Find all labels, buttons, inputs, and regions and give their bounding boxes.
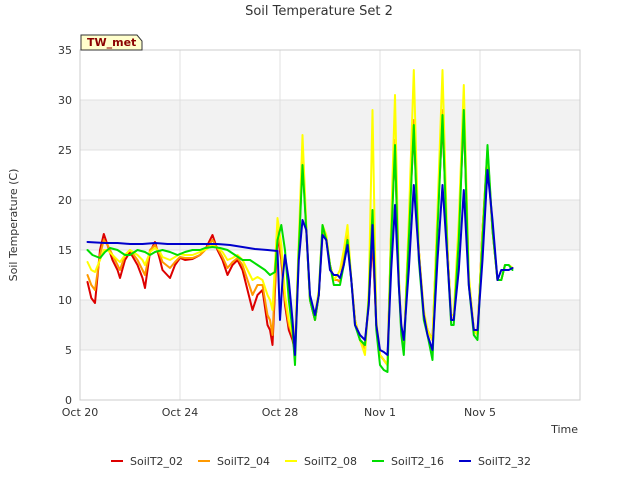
- plot-band: [80, 100, 580, 150]
- x-tick-label: Oct 28: [262, 406, 299, 419]
- y-axis-label: Soil Temperature (C): [7, 169, 20, 282]
- legend-label: SoilT2_16: [391, 455, 444, 468]
- legend: SoilT2_02 SoilT2_04 SoilT2_08 SoilT2_16 Soil…: [111, 455, 531, 468]
- x-tick-label: Nov 1: [364, 406, 396, 419]
- site-label-badge: TW_met: [80, 34, 143, 51]
- y-tick-label: 35: [58, 44, 72, 57]
- legend-label: SoilT2_08: [304, 455, 357, 468]
- site-label-text: TW_met: [87, 36, 136, 49]
- plot-band: [80, 300, 580, 350]
- plot-background-bands: [80, 100, 580, 350]
- plot-band: [80, 200, 580, 250]
- y-tick-label: 5: [65, 344, 72, 357]
- legend-label: SoilT2_32: [478, 455, 531, 468]
- y-axis-ticks: 0 5 10 15 20 25 30 35: [58, 44, 72, 407]
- chart-title: Soil Temperature Set 2: [245, 4, 393, 19]
- y-tick-label: 20: [58, 194, 72, 207]
- y-tick-label: 30: [58, 94, 72, 107]
- x-tick-label: Oct 24: [162, 406, 199, 419]
- y-tick-label: 15: [58, 244, 72, 257]
- y-tick-label: 10: [58, 294, 72, 307]
- x-axis-label: Time: [550, 423, 578, 436]
- legend-label: SoilT2_02: [130, 455, 183, 468]
- x-axis-ticks: Oct 20 Oct 24 Oct 28 Nov 1 Nov 5: [62, 406, 496, 419]
- y-tick-label: 25: [58, 144, 72, 157]
- x-tick-label: Nov 5: [464, 406, 496, 419]
- series-lines: [86, 69, 514, 373]
- y-tick-label: 0: [65, 394, 72, 407]
- series-line-soilt2-32: [86, 169, 514, 356]
- site-label-box: [80, 34, 143, 51]
- legend-label: SoilT2_04: [217, 455, 270, 468]
- plot-frame: [79, 49, 581, 401]
- x-tick-label: Oct 20: [62, 406, 99, 419]
